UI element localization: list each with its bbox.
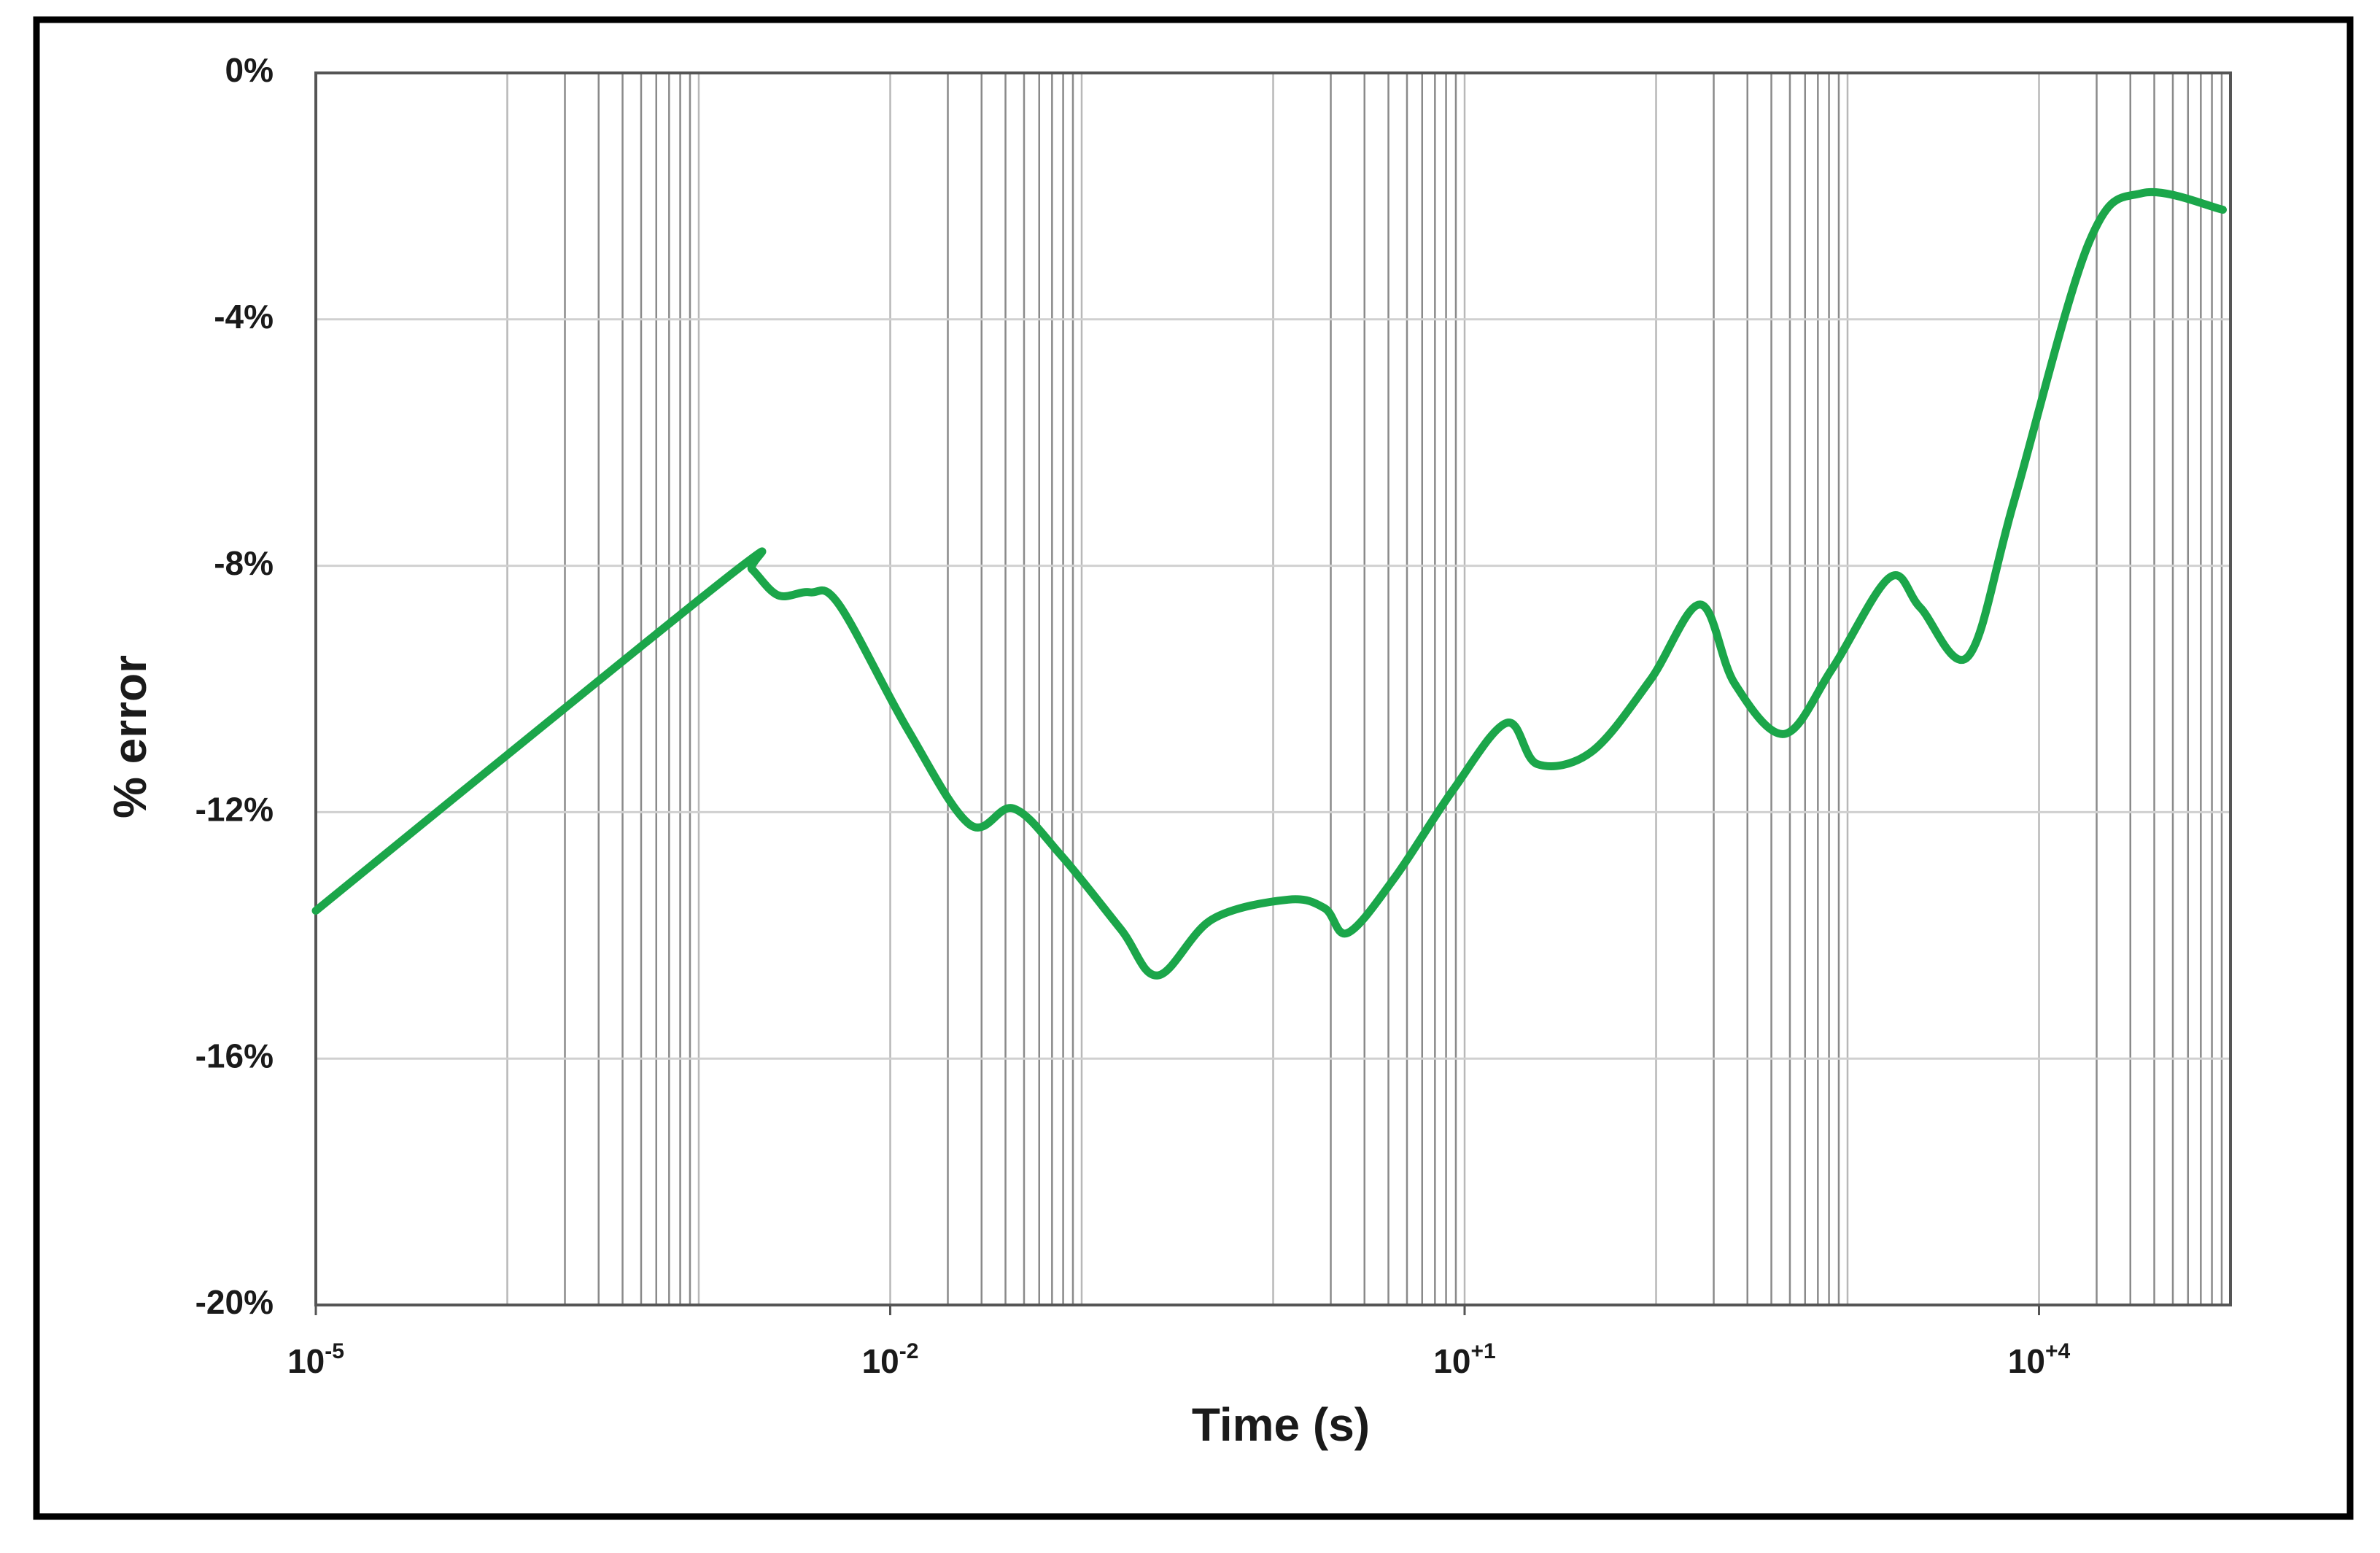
y-axis-title: % error xyxy=(104,655,156,818)
x-tick-label: 10+1 xyxy=(1433,1339,1495,1380)
y-tick-label: -4% xyxy=(214,298,274,336)
x-tick-base: 10 xyxy=(2008,1342,2045,1380)
plot-area xyxy=(311,187,2227,980)
plot-frame xyxy=(314,71,2232,1306)
x-tick-base: 10 xyxy=(862,1342,899,1380)
x-tick-label: 10-2 xyxy=(862,1339,919,1380)
data-line xyxy=(311,187,2227,980)
x-tick-exponent: -2 xyxy=(899,1339,919,1363)
y-tick-label: -8% xyxy=(214,544,274,582)
x-tick-label: 10+4 xyxy=(2008,1339,2071,1380)
x-tick-base: 10 xyxy=(287,1342,325,1380)
y-tick-label: -20% xyxy=(195,1283,274,1321)
ticks: -20%-16%-12%-8%-4%0%10-5 10-2 10+1 10+4 xyxy=(195,51,2071,1380)
y-tick-label: -12% xyxy=(195,791,274,829)
y-tick-label: 0% xyxy=(225,51,274,89)
grid xyxy=(314,71,2232,1315)
x-tick-exponent: -5 xyxy=(325,1339,344,1363)
x-tick-exponent: +4 xyxy=(2045,1339,2071,1363)
outer-frame xyxy=(33,16,2354,1520)
x-axis-title: Time (s) xyxy=(1192,1398,1370,1451)
x-tick-exponent: +1 xyxy=(1470,1339,1495,1363)
y-tick-label: -16% xyxy=(195,1037,274,1074)
x-tick-base: 10 xyxy=(1433,1342,1470,1380)
x-tick-label: 10-5 xyxy=(287,1339,344,1380)
